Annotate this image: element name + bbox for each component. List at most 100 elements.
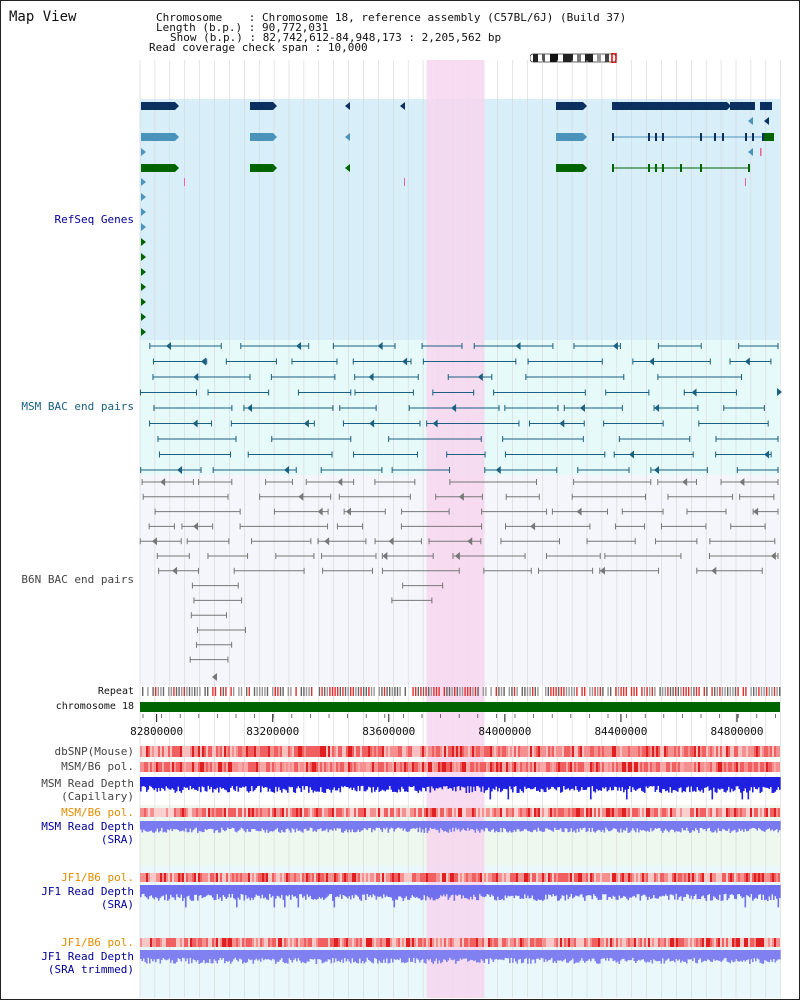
jf1-b6-pol-2-heat: [534, 938, 536, 947]
jf1-b6-pol-heat: [288, 873, 290, 882]
repeat-mark: [615, 687, 617, 696]
jf1-depth-trim-label[interactable]: JF1 Read Depth: [41, 950, 134, 963]
jf1-depth-trim-bar: [432, 950, 435, 964]
repeat-mark: [155, 687, 157, 696]
repeat-mark: [714, 687, 716, 696]
jf1-depth-sra-bar: [153, 885, 156, 900]
jf1-depth-sra-bar: [728, 885, 730, 899]
jf1-depth-trim-bar: [297, 950, 300, 959]
jf1-depth-trim-bar: [260, 950, 262, 962]
page-title: Map View: [9, 9, 77, 25]
jf1-b6-pol-heat: [322, 873, 324, 882]
jf1-b6-pol-2-heat: [276, 938, 278, 947]
jf1-b6-pol-heat: [374, 873, 376, 882]
msm-b6-pol-heat: [172, 762, 174, 772]
msm-depth-cap-label[interactable]: MSM Read Depth: [41, 777, 134, 790]
jf1-depth-sra-bar: [284, 885, 286, 908]
msm-depth-cap-bar: [239, 777, 241, 788]
jf1-b6-pol-2-heat: [744, 938, 746, 947]
dbsnp-heat: [276, 746, 278, 757]
jf1-b6-pol-heat: [252, 873, 254, 882]
dbsnp-heat: [718, 746, 720, 757]
jf1-b6-pol-heat: [646, 873, 648, 882]
msm-depth-sra-bar: [501, 821, 504, 833]
gene-arrow-left: [382, 552, 388, 560]
jf1-b6-pol-heat: [560, 873, 562, 882]
msm-b6-pol-2-heat: [742, 808, 744, 817]
jf1-depth-trim-bar: [464, 950, 466, 959]
msm-b6-pol-2-heat: [388, 808, 390, 817]
dbsnp-heat: [580, 746, 582, 757]
refseq-genes-label[interactable]: RefSeq Genes: [54, 213, 134, 226]
jf1-depth-sra-label[interactable]: JF1 Read Depth: [41, 885, 134, 898]
show-label: Show (b.p.): [170, 31, 243, 44]
jf1-depth-sra-bar: [296, 885, 298, 899]
jf1-depth-trim-bar: [750, 950, 753, 960]
gene-arrow: [727, 102, 731, 110]
repeat-mark: [667, 687, 669, 696]
jf1-depth-trim-bar: [249, 950, 252, 961]
msm-depth-sra-bar: [779, 821, 781, 831]
msm-depth-cap-bar: [500, 777, 502, 793]
msm-b6-pol-label[interactable]: MSM/B6 pol.: [61, 760, 134, 773]
jf1-depth-trim-bar: [687, 950, 690, 960]
jf1-b6-pol-2-heat: [486, 938, 488, 947]
jf1-depth-sra-bar: [204, 885, 207, 897]
msm-depth-cap-bar: [713, 777, 715, 788]
msm-b6-pol-heat: [168, 762, 170, 772]
msm-b6-pol-heat: [732, 762, 734, 772]
b6n-bac-label[interactable]: B6N BAC end pairs: [21, 573, 134, 586]
dbsnp-heat: [706, 746, 708, 757]
jf1-depth-sra-bar: [414, 885, 417, 898]
jf1-depth-trim-bar: [612, 950, 615, 962]
gene-arrow-right: [141, 283, 146, 291]
msm-b6-pol-2-label[interactable]: MSM/B6 pol.: [61, 806, 134, 819]
msm-depth-cap-bar: [561, 777, 564, 792]
msm-depth-sra-bar: [189, 821, 192, 829]
dbsnp-heat: [688, 746, 690, 757]
gene-exon: [764, 133, 774, 141]
msm-depth-sra-bar: [339, 821, 342, 829]
msm-depth-sra-bar: [236, 821, 238, 833]
msm-depth-sra-bar: [330, 821, 333, 830]
msm-depth-cap-bar: [543, 777, 546, 793]
jf1-depth-trim-bar: [338, 950, 340, 961]
jf1-depth-trim-bar: [267, 950, 270, 960]
msm-depth-cap-bar: [518, 777, 520, 793]
jf1-depth-trim-bar: [770, 950, 772, 960]
chromosome-ideogram[interactable]: [530, 53, 620, 63]
msm-b6-pol-heat: [246, 762, 248, 772]
msm-depth-cap-bar: [474, 777, 477, 792]
jf1-depth-sra-bar: [239, 885, 241, 900]
msm-bac-label[interactable]: MSM BAC end pairs: [21, 400, 134, 413]
msm-depth-sra-bar: [720, 821, 723, 832]
msm-depth-sra-bar: [302, 821, 304, 833]
jf1-b6-pol-2-label[interactable]: JF1/B6 pol.: [61, 936, 134, 949]
jf1-b6-pol-2-heat: [356, 938, 358, 947]
msm-b6-pol-2-heat: [378, 808, 380, 817]
jf1-b6-pol-heat: [520, 873, 522, 882]
jf1-b6-pol-2-heat: [720, 938, 722, 947]
jf1-b6-pol-2-heat: [548, 938, 550, 947]
msm-depth-cap-bar: [725, 777, 727, 793]
msm-depth-cap-bar: [765, 777, 768, 788]
dbsnp-label[interactable]: dbSNP(Mouse): [54, 745, 134, 758]
jf1-b6-pol-2-heat: [700, 938, 702, 947]
dbsnp-heat: [482, 746, 484, 757]
msm-b6-pol-heat: [708, 762, 710, 772]
msm-depth-sra-bar: [146, 821, 148, 832]
gene-refseq: [250, 164, 273, 172]
jf1-b6-pol-2-heat: [178, 938, 180, 947]
jf1-depth-trim-bar: [305, 950, 307, 964]
jf1-b6-pol-label[interactable]: JF1/B6 pol.: [61, 871, 134, 884]
dbsnp-heat: [440, 746, 442, 757]
jf1-depth-sra-bar: [458, 885, 460, 895]
msm-depth-sra-label[interactable]: MSM Read Depth: [41, 820, 134, 833]
msm-b6-pol-heat: [550, 762, 552, 772]
dbsnp-heat: [638, 746, 640, 757]
msm-b6-pol-heat: [148, 762, 150, 772]
msm-depth-cap-bar: [176, 777, 178, 792]
msm-b6-pol-heat: [414, 762, 416, 772]
msm-depth-sra-bar: [657, 821, 660, 829]
